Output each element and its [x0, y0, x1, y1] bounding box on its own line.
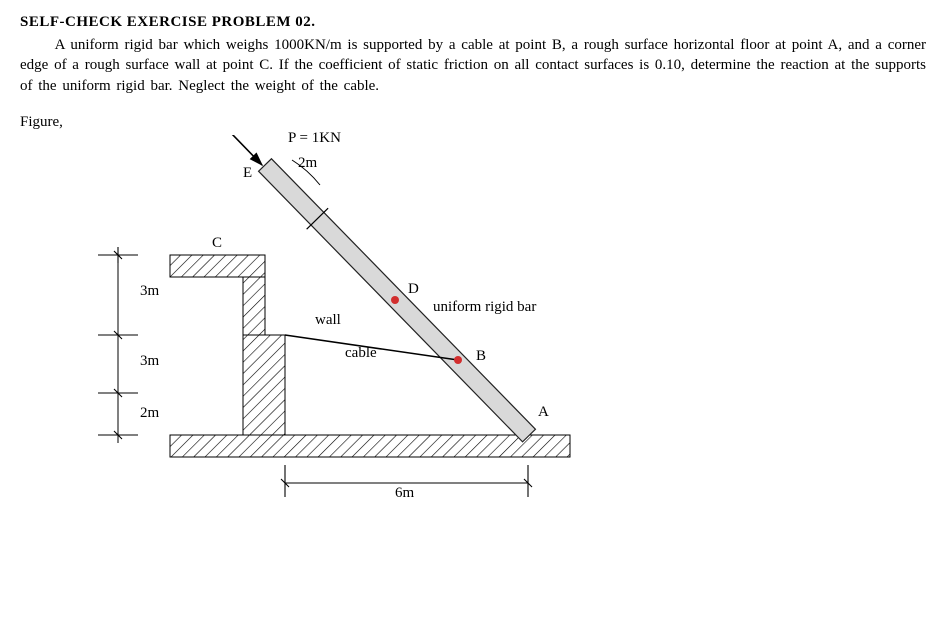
label-a: A	[538, 404, 549, 421]
problem-statement: A uniform rigid bar which weighs 1000KN/…	[20, 35, 926, 96]
point-d-dot	[391, 296, 399, 304]
point-b-dot	[454, 356, 462, 364]
label-cable: cable	[345, 345, 377, 362]
wall-cap	[170, 255, 265, 277]
label-b: B	[476, 348, 486, 365]
problem-text: A uniform rigid bar which weighs 1000KN/…	[20, 37, 926, 94]
figure-caption: Figure,	[20, 114, 926, 131]
figure: P = 1KN 2m E C D B A wall cable uniform …	[40, 135, 640, 555]
dim-3m-lower: 3m	[140, 353, 159, 370]
floor-hatch	[170, 435, 570, 457]
wall-upper-column	[243, 277, 265, 335]
label-e: E	[243, 165, 252, 182]
vertical-dim-chain	[98, 247, 138, 443]
dim-2m: 2m	[140, 405, 159, 422]
wall-lower-step	[243, 335, 285, 435]
label-p: P = 1KN	[288, 130, 341, 147]
label-c: C	[212, 235, 222, 252]
label-2m: 2m	[298, 155, 317, 172]
dim-3m-upper: 3m	[140, 283, 159, 300]
label-uniform-rigid-bar: uniform rigid bar	[433, 299, 536, 316]
problem-title: SELF-CHECK EXERCISE PROBLEM 02.	[20, 14, 926, 31]
label-d: D	[408, 281, 419, 298]
dim-6m: 6m	[395, 485, 414, 502]
load-arrow	[231, 135, 262, 165]
figure-svg	[40, 135, 640, 555]
label-wall: wall	[315, 312, 341, 329]
